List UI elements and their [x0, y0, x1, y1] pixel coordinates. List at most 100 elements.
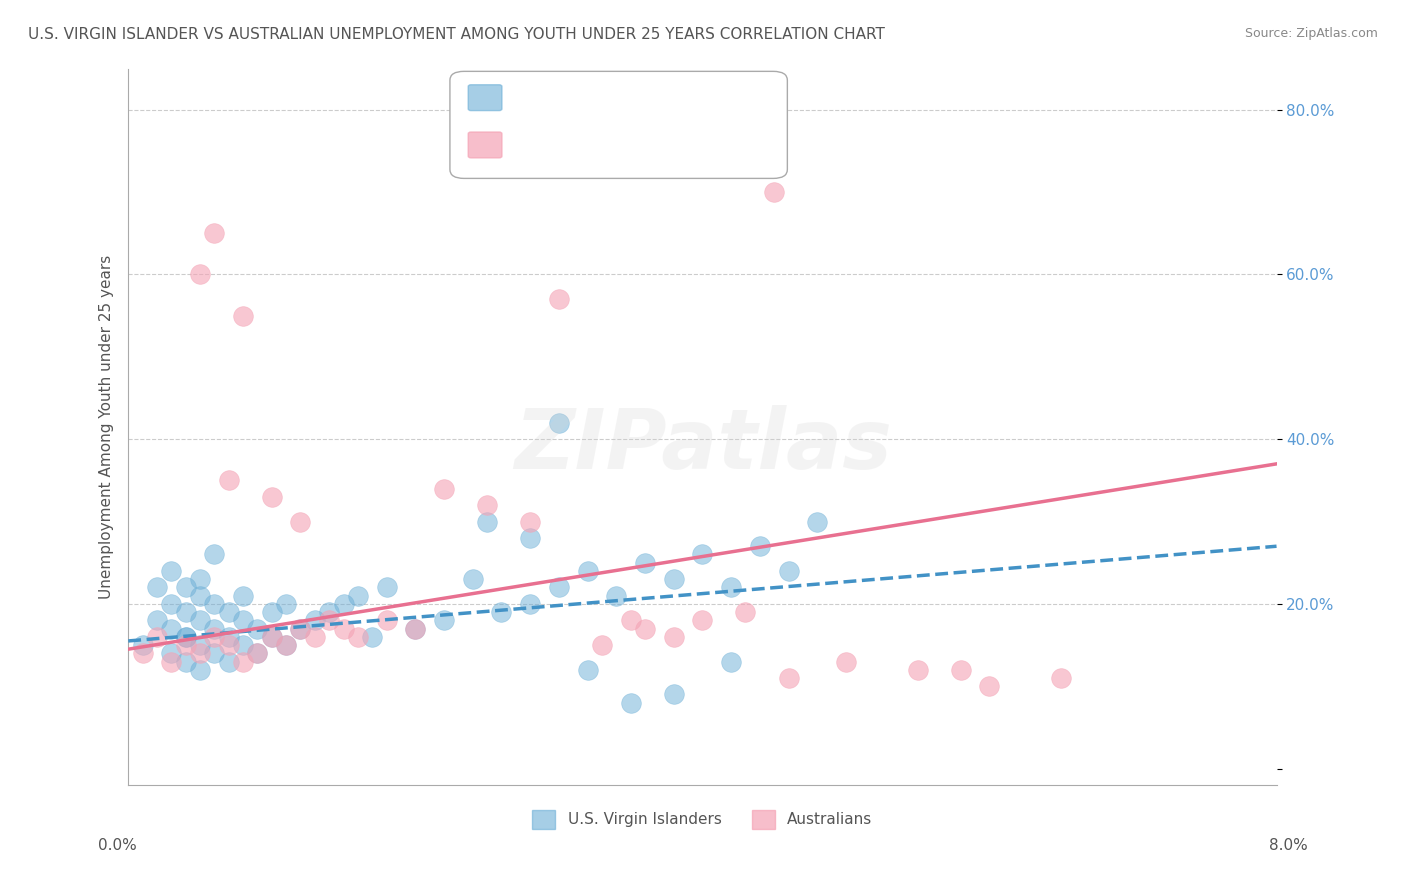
Text: 0.312: 0.312 [548, 137, 596, 152]
Point [1050, 671, 1073, 685]
Point [547, 292, 569, 306]
Text: R =: R = [509, 89, 543, 103]
Point [174, 655, 197, 669]
Point [202, 226, 225, 240]
Point [232, 613, 254, 627]
Point [202, 630, 225, 644]
Point [576, 663, 599, 677]
Point [218, 655, 240, 669]
Point [662, 572, 685, 586]
Point [232, 309, 254, 323]
Point [475, 498, 498, 512]
Point [290, 515, 312, 529]
Point [375, 613, 398, 627]
Point [188, 572, 211, 586]
Point [375, 581, 398, 595]
Point [304, 613, 326, 627]
Point [131, 646, 153, 660]
Point [146, 613, 169, 627]
Point [519, 515, 541, 529]
Point [218, 605, 240, 619]
Point [347, 630, 370, 644]
Point [188, 268, 211, 282]
Text: 41: 41 [658, 137, 679, 152]
Point [734, 605, 756, 619]
Point [218, 638, 240, 652]
Point [276, 597, 298, 611]
Point [547, 416, 569, 430]
Text: 8.0%: 8.0% [1268, 838, 1308, 854]
Point [318, 613, 340, 627]
Point [332, 597, 354, 611]
Point [778, 671, 800, 685]
Text: 0.284: 0.284 [548, 89, 596, 103]
Point [491, 605, 513, 619]
Y-axis label: Unemployment Among Youth under 25 years: Unemployment Among Youth under 25 years [100, 255, 114, 599]
Point [146, 630, 169, 644]
Point [433, 482, 456, 496]
Point [246, 646, 269, 660]
Point [260, 630, 283, 644]
Point [146, 581, 169, 595]
Point [332, 622, 354, 636]
Point [662, 688, 685, 702]
Text: 62: 62 [658, 89, 679, 103]
Point [778, 564, 800, 578]
Point [174, 605, 197, 619]
Point [188, 613, 211, 627]
Point [907, 663, 929, 677]
Point [720, 581, 742, 595]
Point [475, 515, 498, 529]
Point [218, 474, 240, 488]
Text: Source: ZipAtlas.com: Source: ZipAtlas.com [1244, 27, 1378, 40]
Point [692, 613, 714, 627]
Point [519, 531, 541, 545]
Point [174, 630, 197, 644]
Text: 0.0%: 0.0% [98, 838, 138, 854]
Point [232, 655, 254, 669]
Point [620, 613, 643, 627]
Point [232, 638, 254, 652]
Point [720, 655, 742, 669]
Point [160, 655, 183, 669]
Point [290, 622, 312, 636]
Point [188, 663, 211, 677]
Text: ZIPatlas: ZIPatlas [515, 406, 891, 486]
Point [246, 646, 269, 660]
Point [433, 613, 456, 627]
Point [160, 622, 183, 636]
Point [591, 638, 613, 652]
Point [576, 564, 599, 578]
Point [461, 572, 484, 586]
Point [290, 622, 312, 636]
Point [174, 638, 197, 652]
Point [246, 622, 269, 636]
Point [404, 622, 426, 636]
Point [662, 630, 685, 644]
Legend: U.S. Virgin Islanders, Australians: U.S. Virgin Islanders, Australians [526, 804, 879, 835]
Point [605, 589, 627, 603]
Point [131, 638, 153, 652]
Point [835, 655, 858, 669]
Point [519, 597, 541, 611]
Point [763, 185, 786, 199]
Point [202, 597, 225, 611]
Point [188, 589, 211, 603]
Point [188, 646, 211, 660]
Point [160, 564, 183, 578]
Point [748, 539, 770, 553]
Text: R =: R = [509, 137, 543, 152]
Point [202, 646, 225, 660]
Point [361, 630, 384, 644]
Point [160, 646, 183, 660]
Text: N =: N = [602, 137, 645, 152]
Point [304, 630, 326, 644]
Point [620, 696, 643, 710]
Point [202, 548, 225, 562]
Point [692, 548, 714, 562]
Point [404, 622, 426, 636]
Point [547, 581, 569, 595]
Point [260, 490, 283, 504]
Point [806, 515, 828, 529]
Point [347, 589, 370, 603]
